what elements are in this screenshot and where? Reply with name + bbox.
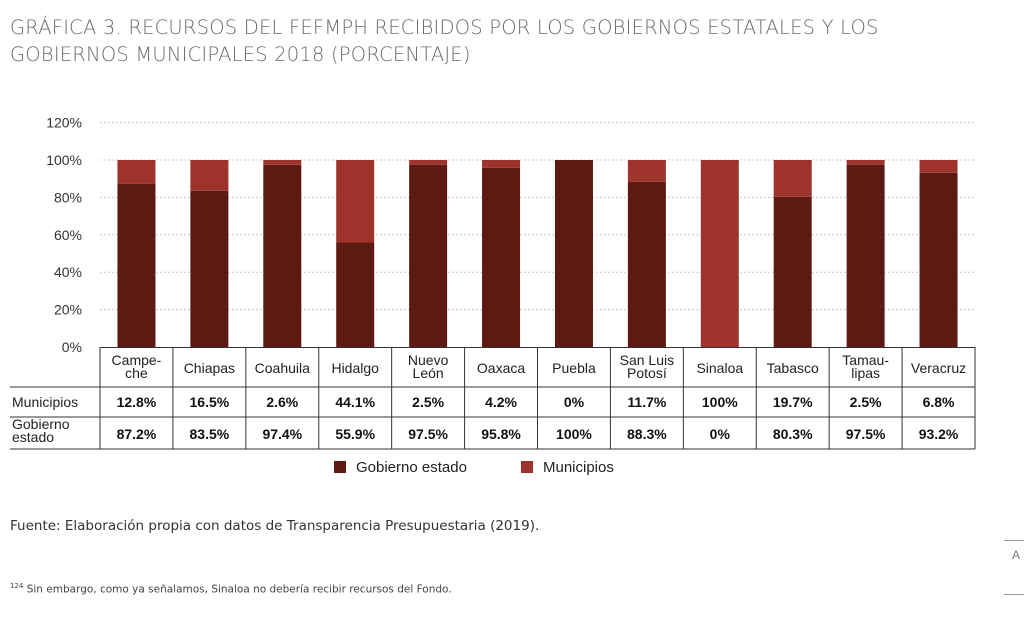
bar-municipios: [482, 160, 521, 168]
bar-gobierno-estado: [190, 190, 229, 347]
bar-municipios: [919, 160, 958, 173]
bar-gobierno-estado: [263, 164, 302, 347]
page-edge-text: A: [1012, 548, 1021, 562]
bar-gobierno-estado: [846, 164, 885, 347]
legend-swatch-gobierno-estado: [334, 461, 346, 473]
data-label-municipios: 6.8%: [923, 394, 955, 410]
data-label-gobierno-estado: 100%: [556, 426, 592, 442]
legend-swatch-municipios: [521, 461, 533, 473]
page-edge-rule: [1004, 594, 1024, 595]
bar-gobierno-estado: [627, 181, 666, 347]
row-header-gobierno-estado: Gobierno: [12, 416, 70, 432]
data-label-municipios: 11.7%: [627, 394, 666, 410]
data-label-municipios: 4.2%: [485, 394, 517, 410]
data-label-municipios: 19.7%: [773, 394, 813, 410]
x-category-label: Tamau-: [842, 352, 889, 368]
y-tick-label: 120%: [46, 115, 82, 131]
bar-municipios: [409, 160, 448, 165]
data-label-gobierno-estado: 88.3%: [627, 426, 667, 442]
x-category-label: Veracruz: [911, 360, 966, 376]
data-label-gobierno-estado: 0%: [710, 426, 731, 442]
data-label-gobierno-estado: 97.5%: [846, 426, 886, 442]
bar-municipios: [190, 160, 229, 191]
bar-gobierno-estado: [554, 160, 593, 347]
row-header-municipios: Municipios: [12, 394, 78, 410]
y-tick-label: 20%: [54, 302, 82, 318]
y-tick-label: 0%: [62, 339, 82, 355]
row-header-gobierno-estado: estado: [12, 429, 54, 445]
legend-label-municipios: Municipios: [543, 459, 614, 476]
data-label-gobierno-estado: 87.2%: [117, 426, 157, 442]
bar-gobierno-estado: [117, 183, 156, 347]
data-label-municipios: 0%: [564, 394, 585, 410]
data-label-gobierno-estado: 80.3%: [773, 426, 813, 442]
x-category-label: Chiapas: [184, 360, 235, 376]
y-tick-label: 40%: [54, 264, 82, 280]
bar-gobierno-estado: [773, 196, 812, 347]
stacked-bar-chart: 0% 20% 40% 60% 80% 100% 120% Campe-che Chiapas Co…: [10, 115, 976, 476]
y-tick-label: 100%: [46, 152, 82, 168]
y-tick-label: 80%: [54, 189, 82, 205]
data-label-gobierno-estado: 95.8%: [481, 426, 521, 442]
footnote-marker: 124: [10, 582, 24, 590]
bar-municipios: [627, 160, 666, 182]
x-category-label: Campe-: [112, 352, 162, 368]
data-label-municipios: 100%: [702, 394, 738, 410]
data-label-municipios: 2.5%: [412, 394, 444, 410]
x-category-label: Tabasco: [767, 360, 819, 376]
data-label-municipios: 12.8%: [117, 394, 157, 410]
bar-municipios: [336, 160, 375, 243]
data-label-gobierno-estado: 93.2%: [919, 426, 959, 442]
bar-gobierno-estado: [409, 164, 448, 347]
x-category-label: Potosí: [627, 365, 667, 381]
x-category-label: lipas: [851, 365, 880, 381]
data-label-municipios: 44.1%: [335, 394, 375, 410]
bar-gobierno-estado: [919, 172, 958, 347]
x-category-label: León: [413, 365, 444, 381]
page-edge-rule: [1004, 540, 1024, 541]
legend-label-gobierno-estado: Gobierno estado: [356, 459, 467, 476]
x-category-label: che: [125, 365, 148, 381]
chart-title: GRÁFICA 3. RECURSOS DEL FEFMPH RECIBIDOS…: [10, 16, 879, 66]
data-label-municipios: 2.5%: [850, 394, 882, 410]
x-category-label: Hidalgo: [331, 360, 379, 376]
source-note: Fuente: Elaboración propia con datos de …: [10, 518, 540, 534]
footnote: 124 Sin embargo, como ya señalamos, Sina…: [10, 582, 452, 596]
x-category-label: Coahuila: [255, 360, 310, 376]
bar-gobierno-estado: [336, 242, 375, 347]
bar-municipios: [773, 160, 812, 197]
x-category-label: Oaxaca: [477, 360, 525, 376]
x-category-label: Puebla: [552, 360, 596, 376]
x-category-label: San Luis: [620, 352, 674, 368]
bar-gobierno-estado: [482, 167, 521, 347]
data-label-municipios: 16.5%: [190, 394, 230, 410]
bar-municipios: [700, 160, 739, 347]
x-category-label: Nuevo: [408, 352, 449, 368]
data-label-gobierno-estado: 97.4%: [262, 426, 302, 442]
data-label-municipios: 2.6%: [266, 394, 298, 410]
footnote-text: Sin embargo, como ya señalamos, Sinaloa …: [26, 583, 452, 596]
x-category-label: Sinaloa: [696, 360, 743, 376]
data-label-gobierno-estado: 55.9%: [335, 426, 375, 442]
bar-municipios: [117, 160, 156, 184]
data-label-gobierno-estado: 83.5%: [190, 426, 230, 442]
bar-municipios: [846, 160, 885, 165]
bar-municipios: [263, 160, 302, 165]
data-label-gobierno-estado: 97.5%: [408, 426, 448, 442]
y-tick-label: 60%: [54, 227, 82, 243]
